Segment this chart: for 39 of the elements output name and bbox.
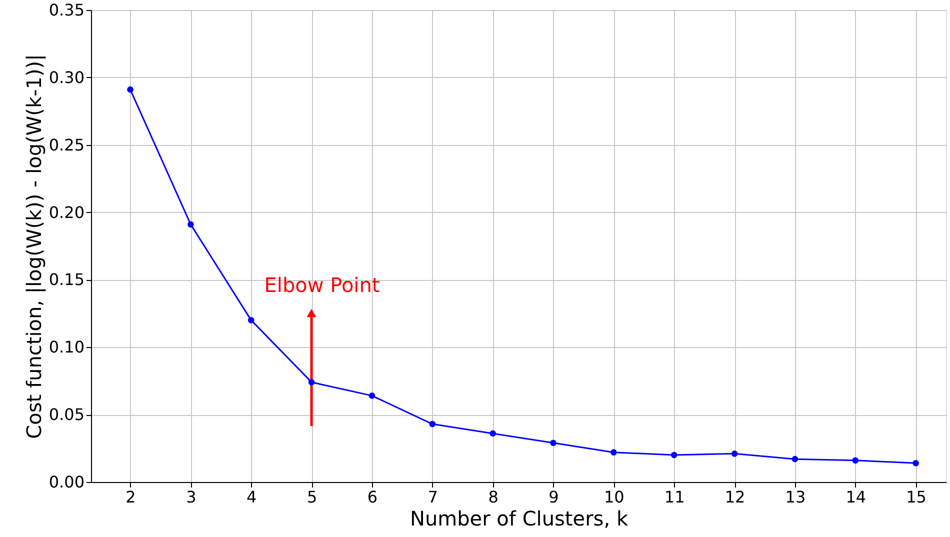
point xyxy=(670,452,678,458)
y-tick-label: 0.15 xyxy=(48,270,84,290)
x-tick-label: 11 xyxy=(664,488,685,506)
point xyxy=(127,86,134,93)
x-tick-label: 7 xyxy=(428,488,438,506)
point xyxy=(490,430,496,437)
point xyxy=(912,460,919,466)
point xyxy=(610,449,617,456)
y-tick-label: 0.30 xyxy=(48,68,84,87)
y-tick-label: 0.35 xyxy=(48,0,84,20)
y-tick-label: 0.10 xyxy=(48,338,84,357)
point xyxy=(368,392,376,399)
x-tick-label: 6 xyxy=(367,488,378,506)
x-tick-label: 10 xyxy=(604,488,624,506)
y-tick-label: 0.00 xyxy=(48,472,84,492)
x-tick-label: 4 xyxy=(246,488,257,506)
point xyxy=(550,440,556,446)
point xyxy=(429,420,436,428)
y-tick-label: 0.25 xyxy=(48,135,84,154)
point xyxy=(852,457,859,464)
x-tick-label: 15 xyxy=(906,488,926,506)
x-tick-label: 9 xyxy=(548,488,559,506)
x-tick-label: 13 xyxy=(785,488,806,506)
point xyxy=(188,221,194,228)
point xyxy=(792,456,798,462)
point xyxy=(731,450,738,457)
y-axis-title: Cost function, |log(W(k)) - log(W(k-1))| xyxy=(22,54,46,439)
x-tick-label: 12 xyxy=(724,488,746,506)
x-tick-label: 3 xyxy=(186,488,196,506)
x-tick-label: 14 xyxy=(846,488,866,506)
x-axis-title: Number of Clusters, k xyxy=(410,506,628,530)
x-tick-label: 2 xyxy=(126,488,136,506)
x-tick-label: 5 xyxy=(306,488,318,506)
annotation: Elbow Point xyxy=(264,273,380,297)
x-tick-label: 8 xyxy=(488,488,498,506)
y-tick-label: 0.05 xyxy=(48,405,84,424)
point xyxy=(308,379,315,386)
y-tick-label: 0.20 xyxy=(48,202,84,222)
point xyxy=(248,317,254,324)
